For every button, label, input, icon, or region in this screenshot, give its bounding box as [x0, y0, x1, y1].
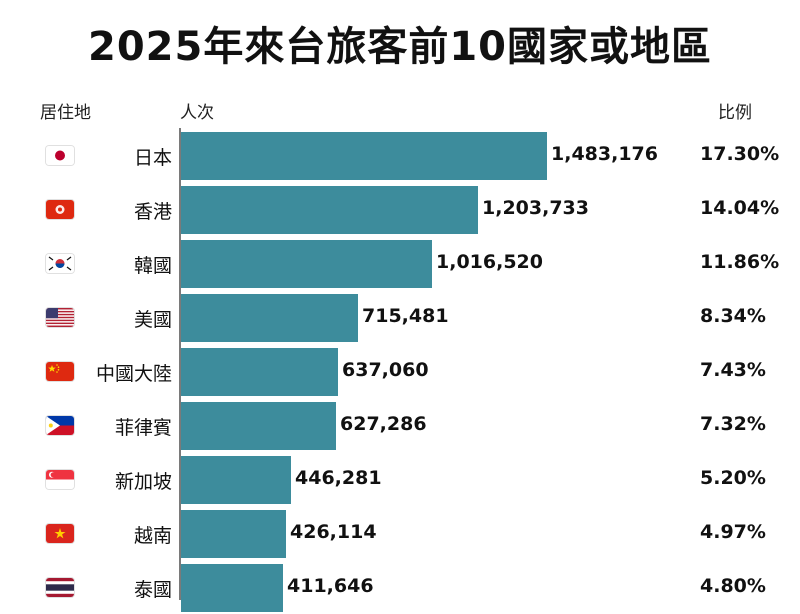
bar — [181, 186, 478, 234]
chart-row: 泰國 411,646 4.80% — [0, 560, 800, 614]
south-korea-flag-icon — [46, 254, 74, 273]
chart-title: 2025年來台旅客前10國家或地區 — [88, 24, 712, 70]
chart-row: 美國 715,481 8.34% — [0, 290, 800, 344]
chart-row: 越南 426,114 4.97% — [0, 506, 800, 560]
bar — [181, 294, 358, 342]
hong-kong-flag-icon — [46, 200, 74, 219]
category-label: 日本 — [133, 147, 172, 169]
category-label: 菲律賓 — [114, 417, 172, 439]
share-column-header: 比例 — [718, 103, 752, 123]
value-label: 446,281 — [295, 467, 382, 489]
category-label: 新加坡 — [114, 471, 172, 493]
bar — [181, 510, 286, 558]
chart-row: 中國大陸 637,060 7.43% — [0, 344, 800, 398]
y-axis-line — [179, 128, 181, 600]
category-label: 香港 — [133, 201, 172, 223]
chart-row: 韓國 1,016,520 11.86% — [0, 236, 800, 290]
value-label: 637,060 — [342, 359, 429, 381]
bar — [181, 348, 338, 396]
share-label: 4.80% — [700, 575, 766, 597]
region-column-header: 居住地 — [40, 103, 91, 123]
bar — [181, 240, 432, 288]
value-label: 411,646 — [287, 575, 374, 597]
category-label: 中國大陸 — [95, 363, 172, 385]
count-column-header: 人次 — [180, 103, 214, 123]
value-label: 627,286 — [340, 413, 427, 435]
share-label: 4.97% — [700, 521, 766, 543]
category-label: 泰國 — [133, 579, 172, 601]
share-label: 17.30% — [700, 143, 780, 165]
bar — [181, 564, 283, 612]
thailand-flag-icon — [46, 578, 74, 597]
bar — [181, 456, 291, 504]
share-label: 5.20% — [700, 467, 766, 489]
share-label: 7.43% — [700, 359, 766, 381]
share-label: 8.34% — [700, 305, 766, 327]
value-label: 1,016,520 — [436, 251, 543, 273]
japan-flag-icon — [46, 146, 74, 165]
china-flag-icon — [46, 362, 74, 381]
chart-row: 新加坡 446,281 5.20% — [0, 452, 800, 506]
value-label: 1,203,733 — [482, 197, 589, 219]
singapore-flag-icon — [46, 470, 74, 489]
value-label: 1,483,176 — [551, 143, 658, 165]
chart-row: 菲律賓 627,286 7.32% — [0, 398, 800, 452]
category-label: 美國 — [133, 309, 172, 331]
category-label: 越南 — [133, 525, 172, 547]
share-label: 14.04% — [700, 197, 780, 219]
category-label: 韓國 — [133, 255, 172, 277]
bar — [181, 402, 336, 450]
philippines-flag-icon — [46, 416, 74, 435]
chart-row: 香港 1,203,733 14.04% — [0, 182, 800, 236]
share-label: 11.86% — [700, 251, 780, 273]
share-label: 7.32% — [700, 413, 766, 435]
vietnam-flag-icon — [46, 524, 74, 543]
usa-flag-icon — [46, 308, 74, 327]
value-label: 715,481 — [362, 305, 449, 327]
value-label: 426,114 — [290, 521, 377, 543]
bar — [181, 132, 547, 180]
chart-row: 日本 1,483,176 17.30% — [0, 128, 800, 182]
